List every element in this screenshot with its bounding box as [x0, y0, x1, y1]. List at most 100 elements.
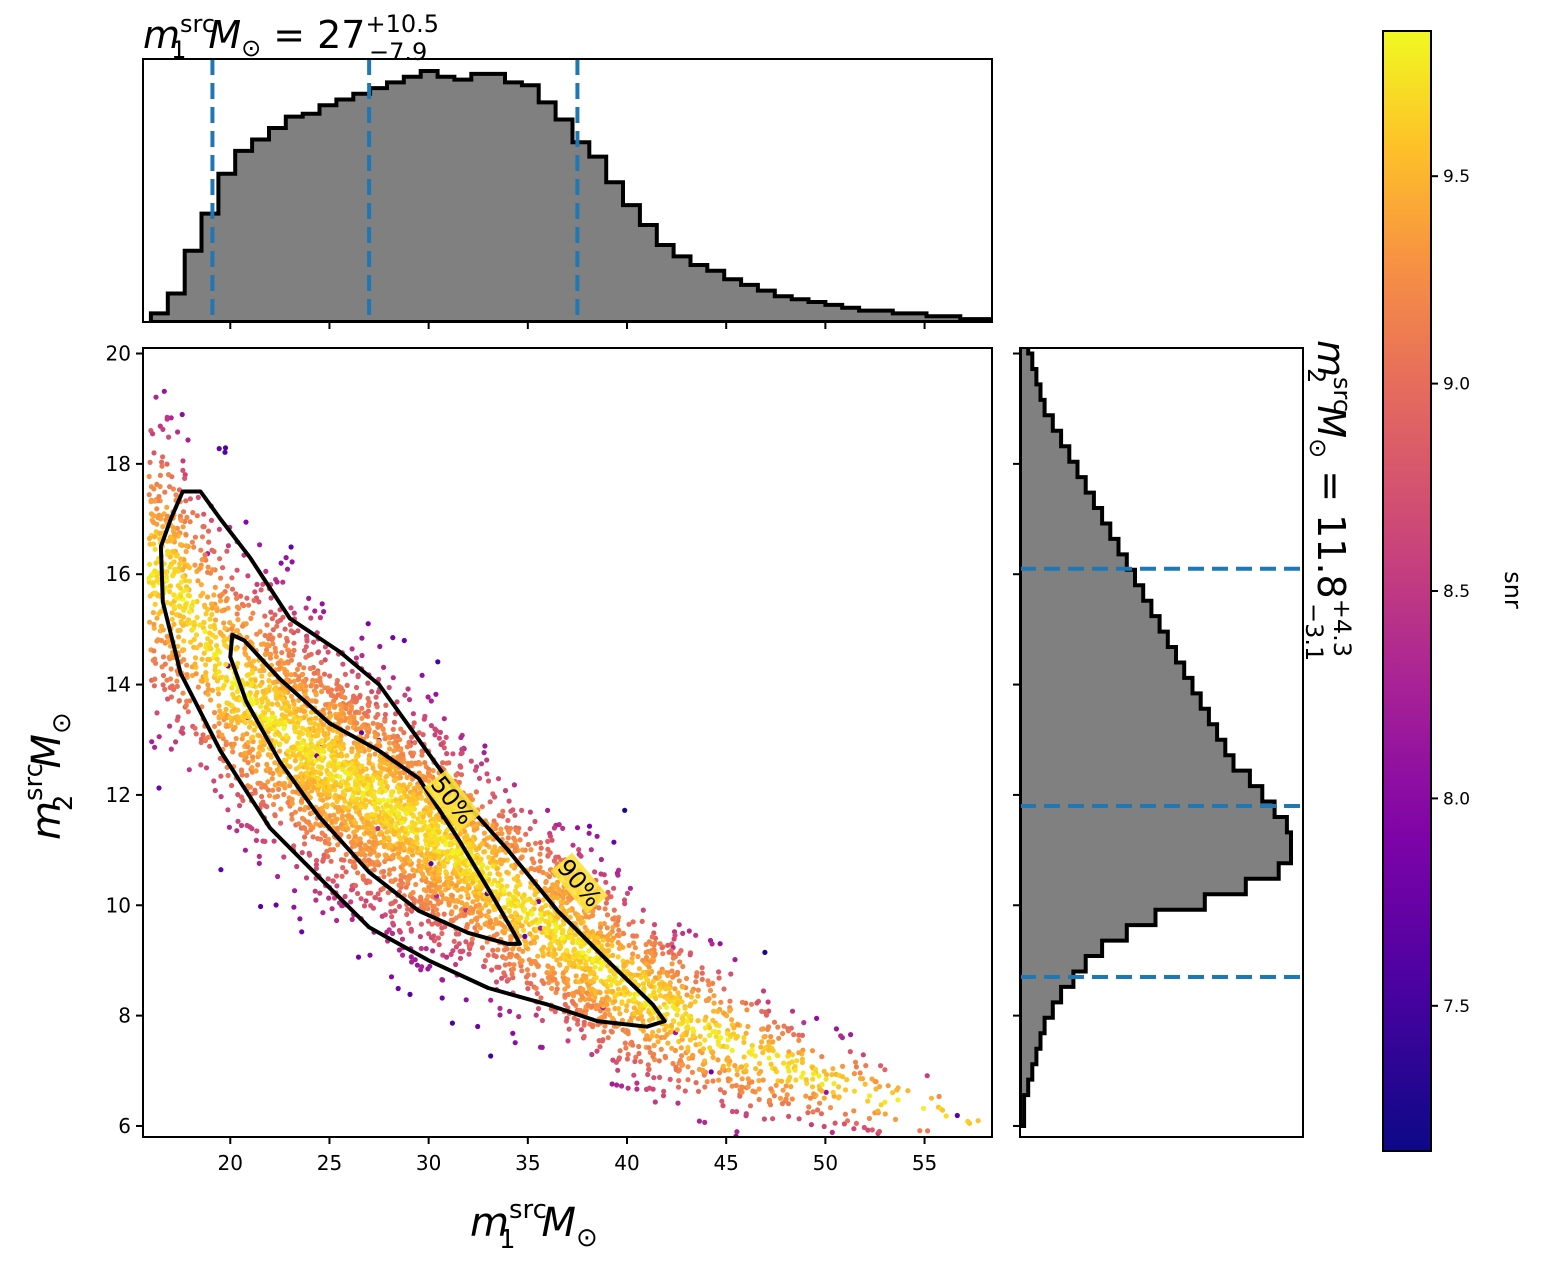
scatter-point — [431, 933, 437, 939]
scatter-point — [306, 850, 312, 857]
scatter-point — [171, 603, 177, 610]
scatter-point — [227, 714, 233, 721]
scatter-point — [844, 1077, 850, 1083]
scatter-point — [497, 1012, 503, 1018]
scatter-point — [495, 776, 502, 782]
scatter-point — [711, 1000, 717, 1006]
scatter-point — [382, 718, 388, 724]
scatter-point — [193, 671, 199, 677]
scatter-point — [476, 902, 482, 908]
scatter-point — [438, 889, 444, 895]
scatter-point — [183, 532, 189, 538]
scatter-point — [160, 454, 166, 460]
scatter-point — [623, 1007, 630, 1014]
scatter-point — [693, 973, 700, 979]
scatter-point — [187, 496, 193, 502]
scatter-point — [682, 1088, 688, 1094]
scatter-point — [326, 841, 332, 847]
scatter-point — [458, 772, 465, 778]
scatter-point — [200, 732, 206, 738]
scatter-point — [456, 941, 462, 947]
scatter-point — [690, 1052, 696, 1058]
scatter-point — [420, 732, 426, 738]
scatter-point — [505, 817, 511, 824]
scatter-point — [320, 910, 326, 916]
scatter-point — [711, 1008, 717, 1014]
scatter-point — [209, 611, 215, 618]
scatter-point — [338, 703, 344, 709]
scatter-point — [611, 885, 617, 891]
scatter-point — [151, 621, 157, 628]
scatter-point — [649, 934, 655, 940]
scatter-point — [532, 818, 538, 825]
scatter-point — [624, 1003, 630, 1009]
scatter-point — [762, 949, 768, 956]
scatter-point — [720, 1063, 726, 1069]
scatter-point — [578, 920, 584, 926]
scatter-point — [685, 1064, 691, 1070]
scatter-point — [321, 671, 328, 677]
scatter-point — [890, 1090, 896, 1096]
scatter-point — [636, 966, 643, 972]
scatter-point — [537, 858, 544, 864]
scatter-point — [784, 1092, 790, 1098]
scatter-point — [187, 519, 193, 525]
scatter-point — [386, 927, 392, 933]
scatter-point — [761, 1034, 767, 1040]
scatter-point — [245, 760, 251, 766]
scatter-point — [277, 632, 283, 639]
scatter-point — [318, 771, 324, 777]
scatter-point — [250, 734, 256, 740]
scatter-point — [533, 840, 539, 846]
scatter-point — [166, 434, 172, 440]
scatter-point — [695, 987, 701, 993]
scatter-point — [423, 946, 429, 952]
scatter-point — [741, 1035, 747, 1041]
scatter-point — [334, 883, 340, 889]
scatter-point — [428, 861, 434, 867]
scatter-point — [292, 809, 298, 815]
scatter-point — [410, 711, 416, 717]
scatter-point — [810, 1076, 816, 1082]
scatter-point — [331, 847, 337, 853]
scatter-point — [371, 867, 377, 873]
scatter-point — [440, 760, 446, 766]
scatter-point — [702, 1037, 708, 1043]
scatter-point — [361, 903, 368, 909]
scatter-point — [819, 1081, 825, 1087]
scatter-point — [285, 660, 291, 666]
scatter-point — [401, 730, 407, 736]
scatter-point — [499, 922, 505, 928]
scatter-point — [654, 1033, 660, 1039]
scatter-point — [308, 615, 314, 621]
scatter-point — [258, 587, 264, 593]
scatter-point — [218, 773, 224, 779]
scatter-point — [775, 1024, 781, 1030]
scatter-point — [304, 829, 310, 836]
scatter-point — [245, 573, 251, 579]
scatter-point — [233, 628, 240, 634]
scatter-point — [550, 965, 556, 971]
scatter-point — [589, 1003, 596, 1009]
scatter-point — [284, 672, 290, 678]
scatter-point — [281, 791, 287, 798]
scatter-point — [510, 966, 516, 972]
scatter-point — [954, 1112, 960, 1119]
scatter-point — [222, 642, 228, 648]
scatter-point — [658, 1046, 664, 1052]
scatter-point — [397, 737, 403, 743]
scatter-point — [375, 689, 382, 695]
scatter-point — [376, 788, 382, 795]
scatter-point — [390, 726, 396, 733]
scatter-point — [162, 661, 168, 667]
scatter-point — [214, 643, 220, 649]
scatter-point — [313, 692, 319, 698]
scatter-point — [458, 764, 464, 770]
scatter-point — [796, 1032, 802, 1038]
scatter-point — [217, 556, 223, 562]
scatter-point — [192, 661, 198, 667]
scatter-point — [247, 824, 253, 830]
scatter-point — [344, 682, 350, 689]
scatter-point — [739, 1064, 745, 1070]
scatter-point — [285, 647, 291, 653]
